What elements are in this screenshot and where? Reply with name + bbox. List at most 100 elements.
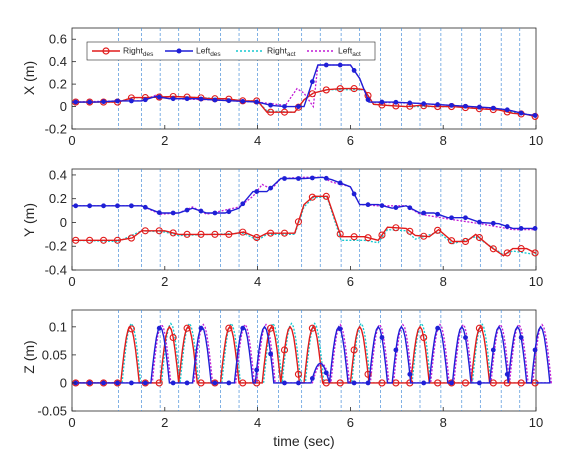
z-left-des-point (337, 326, 343, 332)
y-right-des-point (294, 218, 302, 226)
x-xtick-label: 0 (68, 133, 75, 148)
y-left-des-point (532, 226, 538, 231)
x-panel-yticks: -0.2 0 0.2 0.4 0.6 (45, 32, 76, 137)
x-panel-xticks: 0 2 4 6 8 10 (68, 125, 543, 148)
x-left-des-point (128, 98, 134, 104)
z-left-des-point (421, 380, 427, 386)
z-left-des-point (170, 380, 176, 386)
z-right-des-point (489, 379, 497, 387)
z-left-des-point (296, 380, 301, 386)
x-right-des-point (308, 90, 316, 98)
x-left-des-point (421, 101, 427, 107)
y-right-des-point (141, 227, 149, 235)
x-left-des-point (449, 102, 454, 108)
y-right-des-point (531, 249, 539, 257)
z-left-des-point (115, 380, 120, 386)
x-left-des-point (115, 98, 120, 104)
legend-right-act-label: Rightact (267, 46, 296, 59)
x-right-des-point (322, 86, 330, 94)
y-left-des-point (463, 215, 468, 221)
y-right-des-point (267, 229, 275, 237)
y-xtick-label: 10 (529, 274, 543, 289)
y-left-des-point (226, 209, 232, 215)
z-left-des-point (323, 370, 329, 376)
y-left-des-point (449, 215, 454, 221)
x-xtick-label: 6 (347, 133, 354, 148)
y-right-des-point (434, 226, 442, 234)
z-right-des-point (267, 324, 275, 332)
y-left-des-point (351, 191, 357, 197)
z-left-des-point (128, 380, 134, 386)
y-xtick-label: 6 (347, 274, 354, 289)
y-position-panel: 0 2 4 6 8 10 -0.4 -0.2 0 0.2 0.4 Y (m) (21, 167, 543, 289)
z-left-des-point (87, 380, 93, 386)
z-right-des-point (169, 333, 177, 342)
x-left-des-point (532, 113, 538, 118)
y-left-des-point (393, 205, 399, 210)
x-left-des-point (476, 104, 482, 110)
z-right-des-line (72, 325, 536, 384)
x-left-des-point (156, 94, 162, 100)
y-right-act-line (71, 196, 537, 256)
z-left-des-point (226, 380, 232, 386)
y-left-des-point (142, 204, 148, 210)
x-position-panel: 0 2 4 6 8 10 -0.200.20.40.6 X (m) Rightdes Le… (21, 27, 543, 148)
y-right-des-point (475, 233, 483, 242)
y-left-des-point (73, 203, 79, 209)
z-left-des-point (198, 325, 204, 331)
z-left-des-point (101, 380, 106, 386)
y-right-des-point (448, 237, 456, 245)
x-left-des-point (407, 100, 413, 106)
y-right-des-point (364, 234, 372, 242)
y-left-des-point (87, 203, 93, 209)
x-axis-label: time (sec) (273, 433, 334, 449)
x-left-des-point (393, 99, 399, 105)
z-right-des-point (364, 370, 372, 378)
x-ytick-label: 0.2 (49, 77, 67, 92)
x-xtick-label: 4 (254, 133, 261, 148)
y-right-des-point (280, 229, 289, 237)
z-xtick-label: 10 (529, 415, 543, 430)
y-right-des-point (350, 233, 358, 241)
x-left-des-point (518, 110, 524, 116)
y-left-des-point (198, 208, 204, 214)
y-panel-yticks: -0.4 -0.2 0 0.2 0.4 (45, 167, 76, 278)
legend-right-des-label: Rightdes (123, 46, 154, 59)
z-left-des-point (393, 347, 399, 353)
y-gridlines (118, 169, 521, 270)
legend: Rightdes Leftdes Rightact Leftact (86, 41, 376, 61)
z-xtick-label: 6 (347, 415, 354, 430)
z-right-des-point (350, 346, 358, 354)
y-left-des-point (407, 205, 413, 211)
z-left-des-point (309, 375, 315, 381)
x-ytick-label: 0.4 (49, 54, 67, 69)
y-right-des-point (225, 230, 233, 238)
x-xtick-label: 10 (529, 133, 543, 148)
y-xtick-label: 2 (161, 274, 168, 289)
y-left-des-point (212, 210, 218, 216)
x-left-des-point (170, 96, 176, 102)
y-left-des-point (323, 175, 329, 181)
z-right-des-point (308, 324, 316, 332)
x-xtick-label: 2 (161, 133, 168, 148)
z-right-des-point (461, 379, 470, 387)
x-right-des-point (280, 108, 289, 116)
legend-left-des-label: Leftdes (196, 46, 221, 59)
x-left-des-point (226, 98, 232, 104)
z-left-des-point (463, 335, 468, 340)
z-left-des-point (240, 325, 246, 331)
x-right-des-point (350, 85, 358, 93)
z-left-des-point (142, 380, 148, 386)
z-left-des-point (282, 380, 287, 386)
x-left-des-point (101, 99, 106, 105)
z-left-des-point (156, 325, 162, 331)
y-right-des-point (392, 224, 400, 232)
y-right-des-point (100, 236, 108, 244)
z-left-act-line (72, 323, 553, 384)
x-ylabel: X (m) (21, 61, 37, 95)
x-left-des-point (490, 105, 496, 111)
x-series (71, 62, 539, 120)
z-left-des-line (72, 325, 551, 384)
z-right-des-point (225, 324, 233, 332)
